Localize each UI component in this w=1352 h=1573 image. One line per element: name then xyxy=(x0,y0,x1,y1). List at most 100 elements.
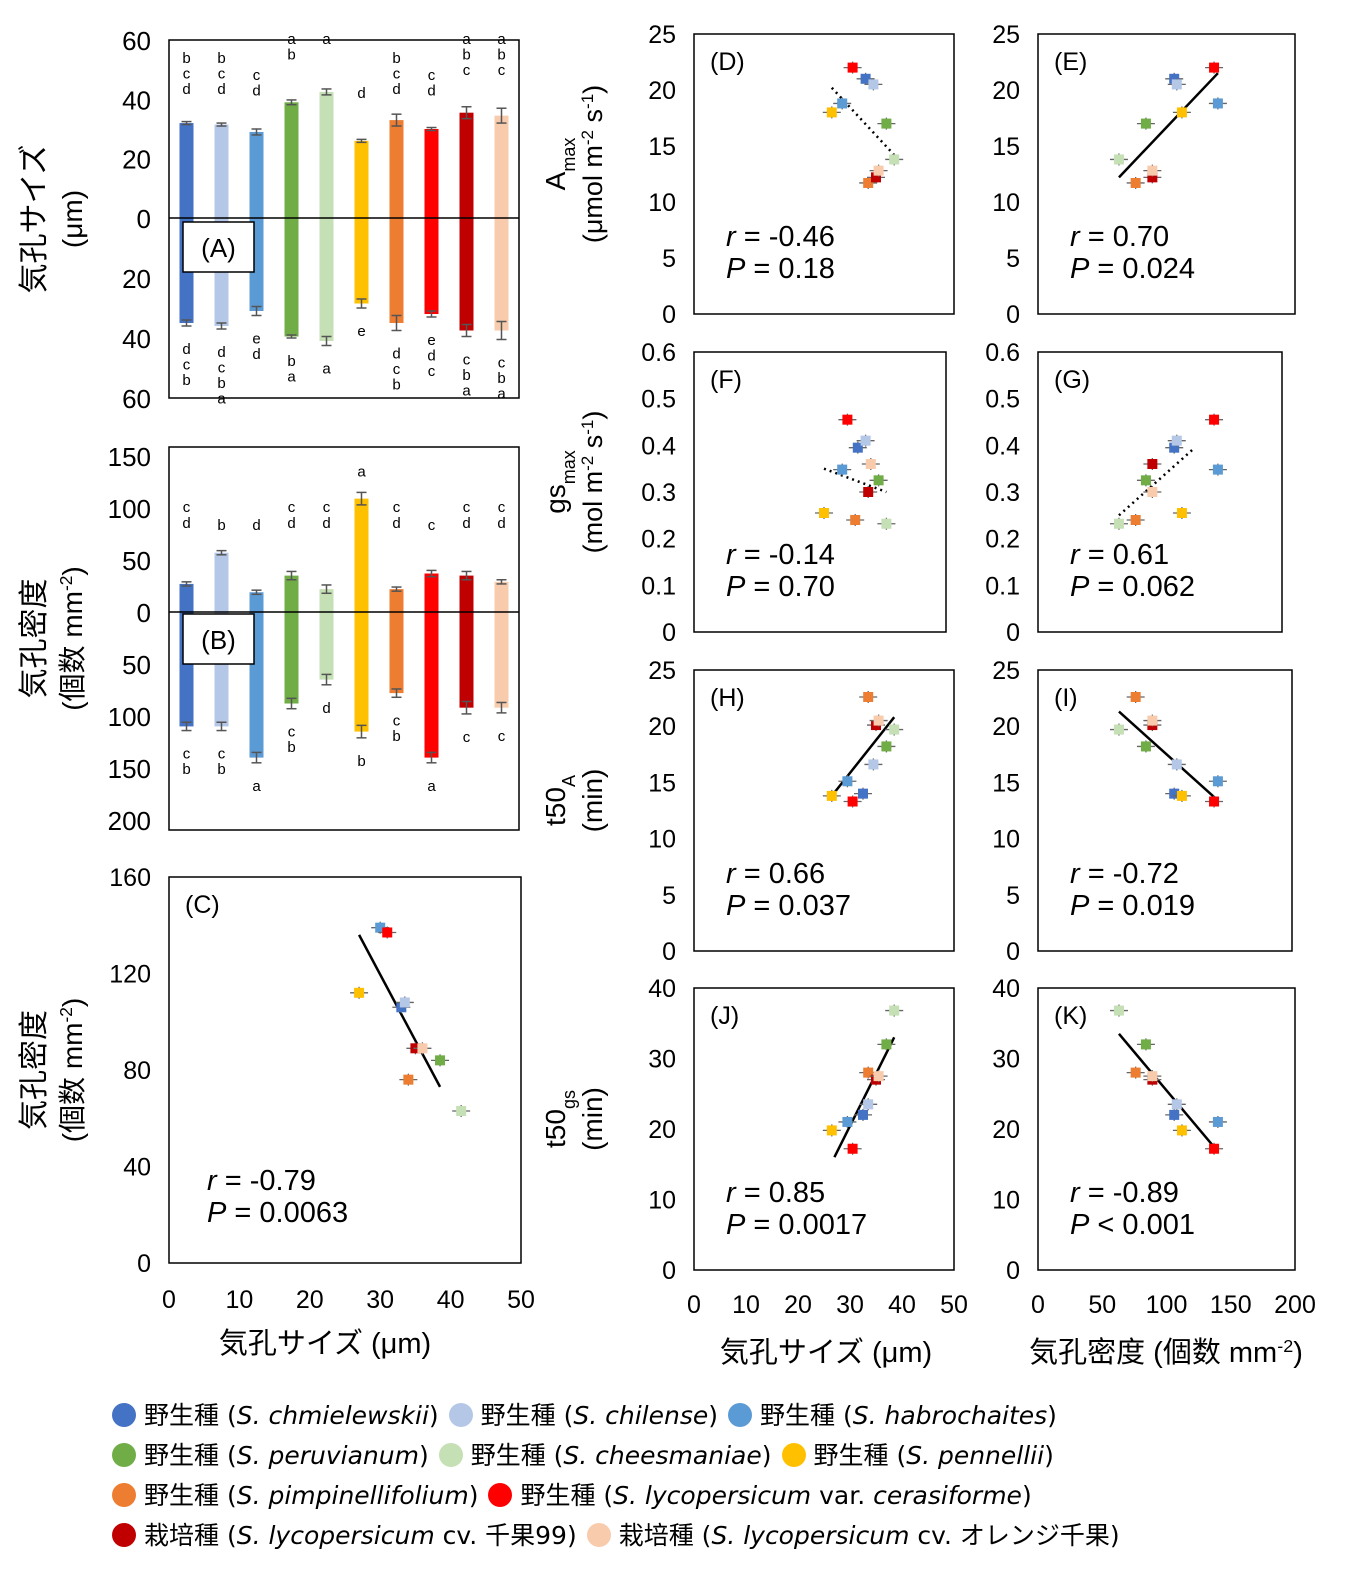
y-tick-label: 10 xyxy=(992,189,1020,217)
r-value: r = -0.72 xyxy=(1070,858,1179,890)
data-point xyxy=(826,790,837,801)
species-legend: 野生種 (S. chmielewskii) 野生種 (S. chilense) 野生… xyxy=(112,1396,1342,1556)
y-tick-label: 150 xyxy=(108,442,151,472)
data-point xyxy=(842,776,853,787)
y-tick-label: 0 xyxy=(1006,938,1020,966)
bar xyxy=(424,573,439,758)
significance-letter: d xyxy=(392,346,400,363)
data-point xyxy=(1212,464,1223,475)
data-point xyxy=(1147,1071,1158,1082)
bar xyxy=(354,498,369,732)
data-point xyxy=(1113,154,1124,165)
legend-item: 栽培種 (S. lycopersicum cv. 千果99) xyxy=(112,1516,577,1556)
significance-letter: c xyxy=(428,517,436,534)
data-point xyxy=(417,1043,428,1054)
plot-frame xyxy=(168,446,520,831)
x-tick-label: 150 xyxy=(1210,1291,1252,1319)
legend-marker-icon xyxy=(586,1523,611,1547)
data-point xyxy=(863,177,874,188)
y-tick-label: 20 xyxy=(648,713,676,741)
data-point xyxy=(1147,715,1158,726)
y-axis-unit: (μmol m-2 s-1) xyxy=(578,85,609,243)
trend-line xyxy=(833,1036,896,1158)
significance-letter: c xyxy=(393,361,401,378)
data-point xyxy=(858,788,868,799)
x-tick-label: 30 xyxy=(366,1286,394,1314)
legend-marker-icon xyxy=(488,1483,513,1507)
data-point xyxy=(375,922,386,933)
significance-letter: e xyxy=(357,323,365,340)
x-tick-label: 0 xyxy=(687,1291,701,1319)
y-tick-label: 25 xyxy=(648,657,676,685)
r-value: r = -0.46 xyxy=(726,221,835,253)
significance-letter: a xyxy=(427,778,436,795)
data-point xyxy=(1176,1125,1187,1136)
legend-label: 栽培種 (S. lycopersicum cv. 千果99) xyxy=(144,1521,577,1550)
shared-x-axes: 0 10 20 30 40 50 0 50 100 150 200 気孔サイズ (μm) 気孔密度 (個… xyxy=(687,1291,1316,1369)
y-tick-label: 25 xyxy=(992,21,1020,49)
y-tick-label: 40 xyxy=(123,1154,151,1182)
significance-letter: b xyxy=(287,739,295,756)
data-point xyxy=(1176,508,1187,518)
y-tick-label: 20 xyxy=(992,713,1020,741)
scatter-panel-k: 0 10 20 30 40 (K) r = -0.89P < 0.001 xyxy=(992,975,1296,1285)
x-tick-label: 100 xyxy=(1146,1291,1188,1319)
panel-label-box xyxy=(182,221,255,273)
y-tick-label: 0.4 xyxy=(641,432,676,460)
trend-line xyxy=(1118,72,1219,179)
x-tick-label: 20 xyxy=(296,1286,324,1314)
data-point xyxy=(1130,691,1141,702)
data-point xyxy=(1169,1109,1180,1120)
y-tick-label: 40 xyxy=(122,85,151,115)
significance-letter: a xyxy=(462,31,471,48)
legend-item: 野生種 (S. chilense) xyxy=(448,1396,718,1436)
legend-item: 野生種 (S. peruvianum) xyxy=(112,1436,429,1476)
y-tick-label: 0 xyxy=(137,598,151,628)
y-tick-label: 100 xyxy=(108,702,151,732)
data-point xyxy=(842,1116,853,1127)
panel-label: (H) xyxy=(710,684,745,712)
data-point xyxy=(1140,741,1151,752)
y-tick-label: 0 xyxy=(1006,619,1020,647)
significance-letter: d xyxy=(497,515,505,532)
scatter-panel-i: 0 5 10 15 20 25 (I) r = -0.72P = 0.019 xyxy=(992,657,1293,966)
significance-letter: c xyxy=(253,67,261,84)
significance-letter: b xyxy=(217,517,225,534)
significance-letter: a xyxy=(497,386,506,403)
data-point xyxy=(847,796,858,807)
data-point xyxy=(1171,435,1182,446)
y-tick-label: 0 xyxy=(137,1250,151,1278)
legend-marker-icon xyxy=(448,1403,473,1427)
y-axis-unit: (μm) xyxy=(57,190,88,248)
legend-item: 野生種 (S. cheesmaniae) xyxy=(438,1436,772,1476)
y-tick-label: 10 xyxy=(648,189,676,217)
y-tick-label: 40 xyxy=(992,975,1020,1003)
significance-letter: d xyxy=(322,700,330,717)
p-value: P = 0.062 xyxy=(1070,571,1195,603)
bar xyxy=(354,140,369,304)
data-point xyxy=(1176,790,1187,801)
scatter-panel-d: 0 5 10 15 20 25 Amax (μmol m-2 s-1) (D) r = -0.46… xyxy=(540,21,955,329)
bar xyxy=(319,589,334,680)
y-tick-label: 20 xyxy=(648,1116,676,1144)
y-tick-label: 120 xyxy=(109,961,151,989)
data-point xyxy=(873,715,884,726)
significance-letter: b xyxy=(357,753,365,770)
r-value: r = -0.89 xyxy=(1070,1177,1179,1209)
r-value: r = 0.85 xyxy=(726,1177,825,1209)
y-tick-label: 0.2 xyxy=(985,526,1020,554)
significance-letter: d xyxy=(462,515,470,532)
legend-label: 野生種 (S. pimpinellifolium) xyxy=(144,1481,479,1510)
data-point xyxy=(873,165,884,176)
plot-frame xyxy=(693,669,955,952)
y-tick-label: 100 xyxy=(108,494,151,524)
legend-row: 栽培種 (S. lycopersicum cv. 千果99) 栽培種 (S. ly… xyxy=(112,1516,1342,1556)
y-tick-label: 15 xyxy=(992,769,1020,797)
data-point xyxy=(847,1143,858,1154)
significance-letter: b xyxy=(217,375,225,392)
y-tick-label: 25 xyxy=(648,21,676,49)
significance-letter: a xyxy=(462,383,471,400)
y-tick-label: 0 xyxy=(662,301,676,329)
